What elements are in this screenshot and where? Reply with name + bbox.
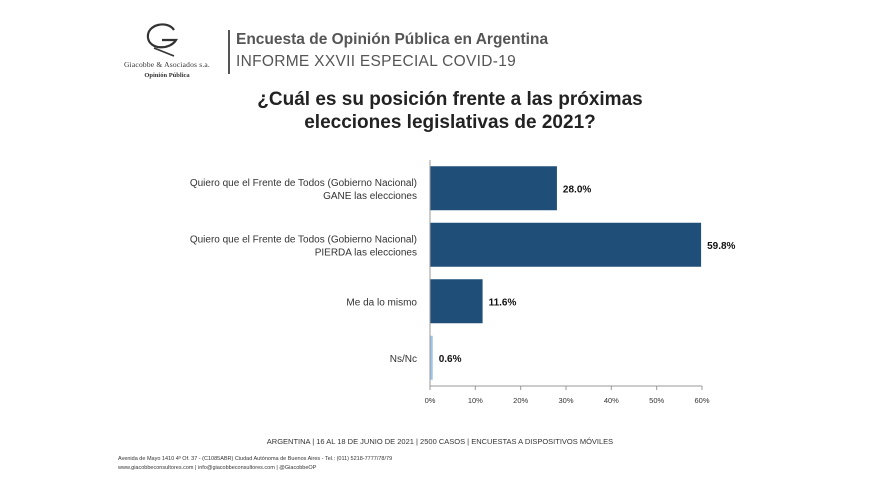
- x-tick-label-1: 0%: [425, 396, 436, 405]
- contact-web: www.giacobbeconsultores.com | info@giaco…: [118, 465, 317, 471]
- logo-subtitle: Opinión Pública: [144, 72, 190, 79]
- question-line-2: elecciones legislativas de 2021?: [304, 112, 596, 133]
- category-label-1-line-1: Quiero que el Frente de Todos (Gobierno …: [190, 178, 417, 189]
- x-tick-label-4: 30%: [558, 396, 573, 405]
- x-tick-label-5: 40%: [604, 396, 619, 405]
- category-label-2-line-2: PIERDA las elecciones: [315, 247, 417, 258]
- logo-g-mark-icon: [146, 23, 178, 57]
- bar-1: [430, 166, 557, 211]
- contact-address: Avenida de Mayo 1410 4º Of. 37 - (C1085A…: [118, 456, 393, 462]
- bar-3: [430, 279, 483, 324]
- chart-question: ¿Cuál es su posición frente a las próxim…: [240, 88, 660, 134]
- value-label-2: 59.8%: [707, 241, 735, 252]
- x-tick-label-7: 60%: [694, 396, 709, 405]
- question-line-1: ¿Cuál es su posición frente a las próxim…: [257, 89, 643, 110]
- category-label-4-line-1: Ns/Nc: [390, 354, 417, 365]
- logo-company-name: Giacobbe & Asociados s.a.: [123, 60, 211, 69]
- survey-info: ARGENTINA | 16 AL 18 DE JUNIO DE 2021 | …: [266, 437, 614, 446]
- category-label-1-line-2: GANE las elecciones: [323, 191, 417, 202]
- x-tick-label-3: 20%: [513, 396, 528, 405]
- report-subtitle: INFORME XXVII ESPECIAL COVID-19: [236, 53, 517, 70]
- value-label-1: 28.0%: [563, 184, 591, 195]
- category-label-2-line-1: Quiero que el Frente de Todos (Gobierno …: [190, 234, 417, 245]
- category-label-3-line-1: Me da lo mismo: [346, 297, 417, 308]
- x-tick-label-6: 50%: [649, 396, 664, 405]
- bar-2: [430, 222, 702, 267]
- value-label-3: 11.6%: [489, 297, 517, 308]
- report-title: Encuesta de Opinión Pública en Argentina: [236, 31, 549, 48]
- bar-4: [430, 335, 433, 380]
- x-tick-label-2: 10%: [468, 396, 483, 405]
- company-logo: Giacobbe & Asociados s.a. Opinión Públic…: [112, 22, 222, 82]
- value-label-4: 0.6%: [439, 354, 462, 365]
- header-divider: [228, 30, 230, 74]
